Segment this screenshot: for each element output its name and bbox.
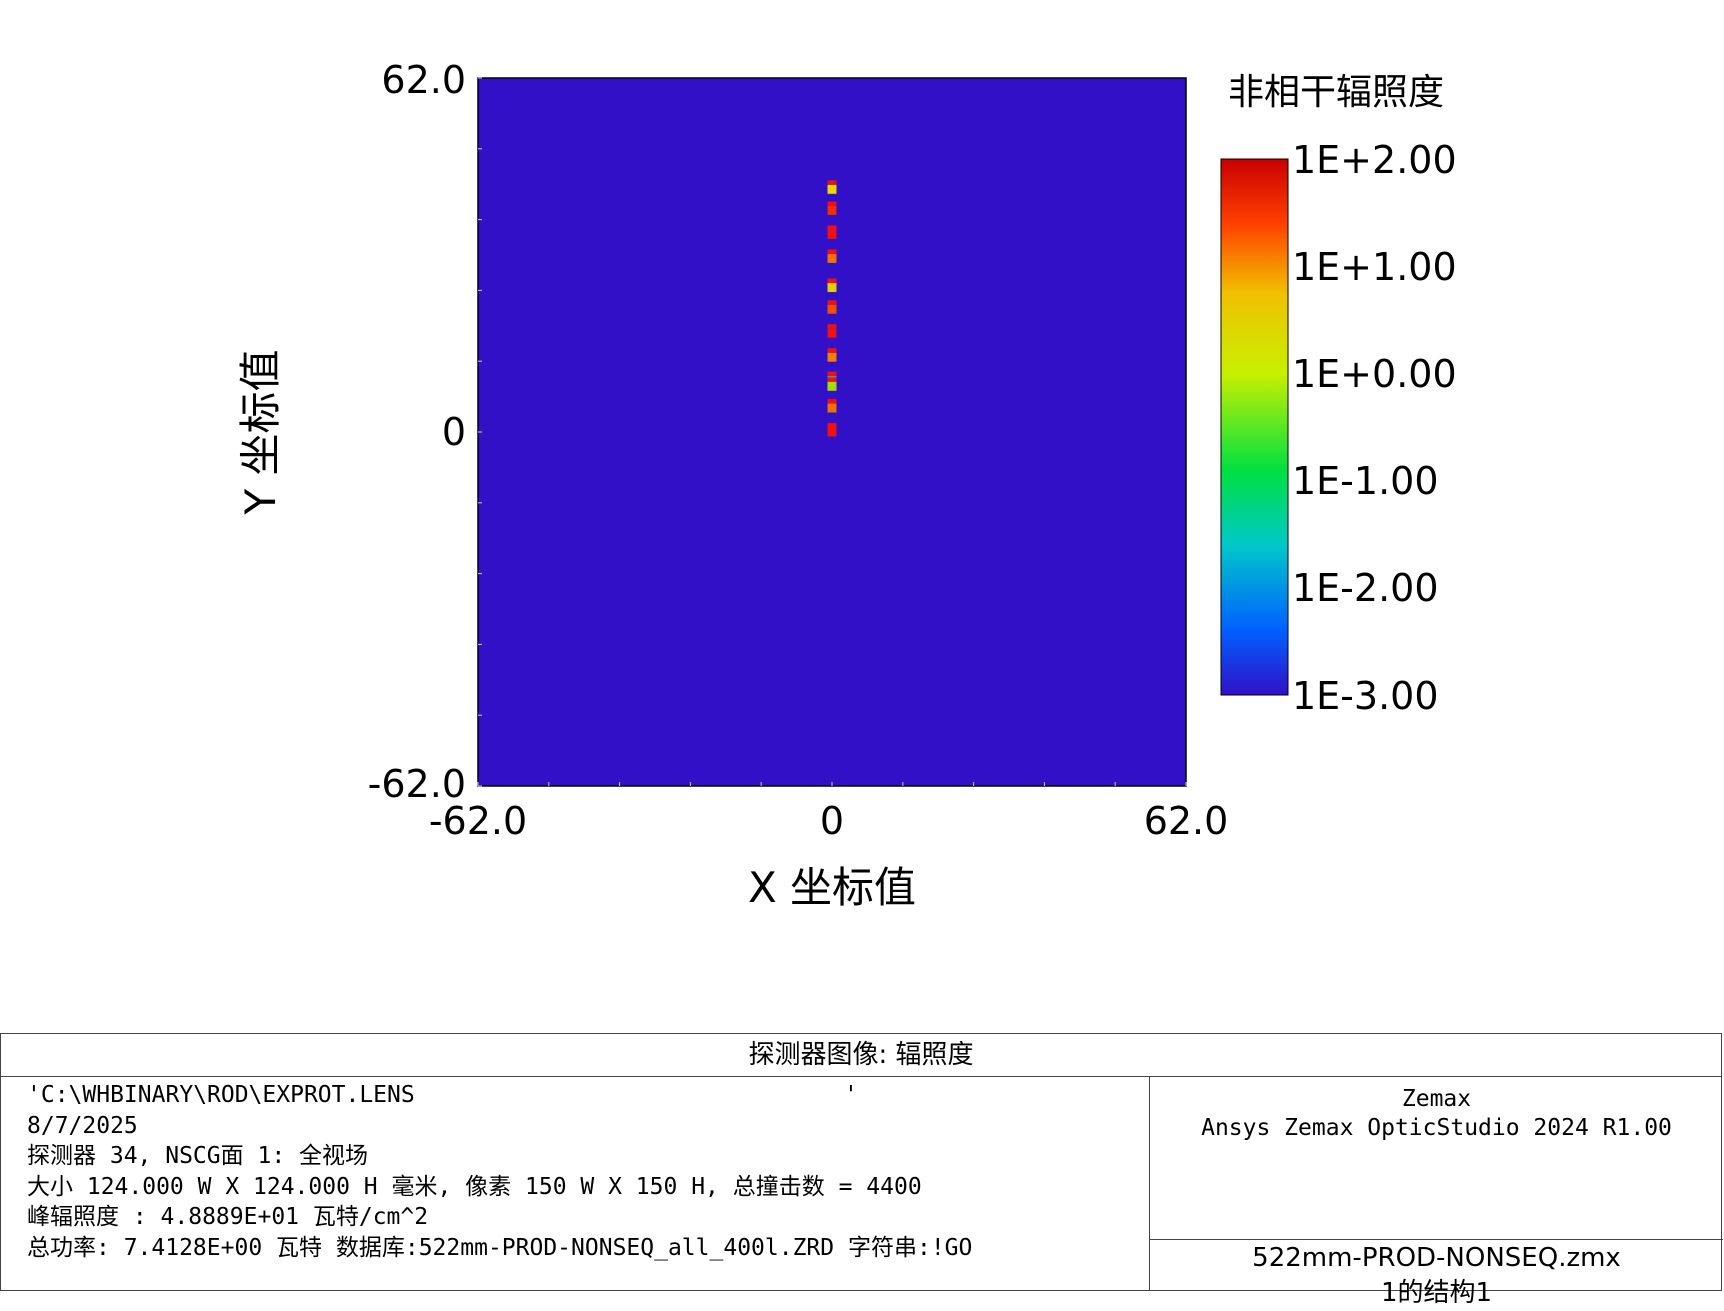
footer-line-detector: 探测器 34, NSCG面 1: 全视场 [27,1143,369,1169]
y-tick-label-top: 62.0 [381,58,466,102]
hit-point-edge [827,278,837,284]
footer-file: 522mm-PROD-NONSEQ.zmx [1252,1243,1621,1273]
hit-point [827,229,837,239]
hit-point-edge [827,399,837,404]
footer-company: Zemax [1401,1086,1472,1112]
hit-point [827,427,837,437]
footer-product: Ansys Zemax OpticStudio 2024 R1.00 [1201,1115,1672,1141]
hit-point-edge [827,225,837,230]
hit-point-edge [827,249,837,254]
colorbar-tick-label: 1E-3.00 [1292,674,1439,718]
colorbar-tick-label: 1E+0.00 [1292,352,1457,396]
info-footer: 探测器图像: 辐照度 'C:\WHBINARY\ROD\EXPROT.LENS … [0,1033,1723,1308]
footer-line-power: 总功率: 7.4128E+00 瓦特 数据库:522mm-PROD-NONSEQ… [27,1234,973,1261]
y-axis-label: Y 坐标值 [236,349,285,515]
hit-point [827,352,837,362]
hit-point-edge [827,423,837,428]
hit-point-edge [827,324,837,329]
hit-point-edge [827,201,837,206]
colorbar-tick-label: 1E-1.00 [1292,459,1439,503]
hit-point [827,205,837,215]
footer-line-peak: 峰辐照度 : 4.8889E+01 瓦特/cm^2 [27,1204,429,1230]
y-tick-label-mid: 0 [442,410,466,454]
footer-details: 'C:\WHBINARY\ROD\EXPROT.LENS ' 8/7/2025 … [27,1080,1147,1263]
x-tick-label-mid: 0 [820,799,844,843]
footer-config: 1的结构1 [1380,1278,1493,1308]
axis-ticks [477,77,1187,787]
hit-point-edge [827,348,837,353]
hit-point-edge [827,377,837,382]
hit-point [827,283,837,293]
hit-point [827,328,837,338]
detector-plot: 62.0 0 -62.0 -62.0 0 62.0 X 坐标值 Y 坐标值 非相… [236,58,1457,912]
x-tick-label-right: 62.0 [1144,799,1229,843]
colorbar-title: 非相干辐照度 [1228,72,1444,113]
footer-title: 探测器图像: 辐照度 [1,1034,1721,1077]
hit-point [827,403,837,413]
hit-point [827,253,837,263]
y-tick-label-bottom: -62.0 [368,762,466,806]
hit-point-edge [827,180,837,185]
footer-line-date: 8/7/2025 [27,1112,138,1139]
footer-line-size: 大小 124.000 W X 124.000 H 毫米, 像素 150 W X … [27,1173,922,1200]
hit-point [827,381,837,391]
footer-file-info: 522mm-PROD-NONSEQ.zmx 1的结构1 [1150,1241,1723,1308]
hit-point-edge [827,371,837,377]
hit-point [827,304,837,314]
colorbar-tick-label: 1E-2.00 [1292,566,1439,610]
x-tick-label-left: -62.0 [429,799,527,843]
footer-line-path: 'C:\WHBINARY\ROD\EXPROT.LENS ' [27,1082,858,1108]
colorbar-tick-label: 1E+2.00 [1292,138,1457,182]
colorbar-labels: 1E+2.00 1E+1.00 1E+0.00 1E-1.00 1E-2.00 … [1292,138,1457,718]
colorbar-tick-label: 1E+1.00 [1292,245,1457,289]
colorbar [1220,158,1289,696]
hit-points [827,180,837,437]
footer-divider [1149,1077,1150,1291]
x-axis-label: X 坐标值 [748,863,916,912]
footer-product-info: Zemax Ansys Zemax OpticStudio 2024 R1.00 [1150,1077,1723,1240]
hit-point-edge [827,300,837,305]
hit-point [827,184,837,194]
